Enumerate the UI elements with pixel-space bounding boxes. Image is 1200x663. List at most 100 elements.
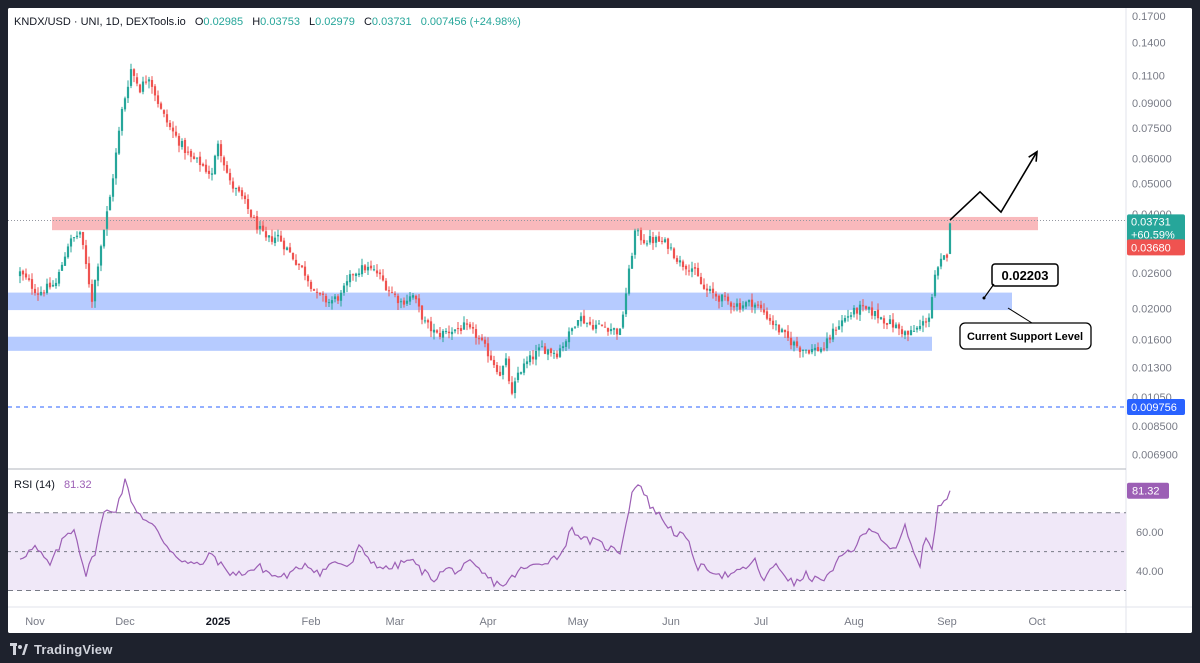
candle-body <box>270 236 274 242</box>
candle-body <box>846 316 850 318</box>
candle-body <box>201 163 205 166</box>
candle-body <box>144 81 148 83</box>
candle-body <box>153 86 157 96</box>
candle-body <box>105 211 109 229</box>
price-tick-label: 0.02600 <box>1132 268 1172 280</box>
candle-body <box>852 307 856 315</box>
level-callout-text: 0.02203 <box>1002 268 1049 283</box>
candle-body <box>207 170 211 174</box>
candle-body <box>483 339 487 344</box>
footer-brand[interactable]: TradingView <box>10 638 113 660</box>
candle-body <box>192 156 196 159</box>
candle-body <box>324 295 328 303</box>
last-price-tag <box>1127 214 1185 243</box>
candle-body <box>378 272 382 275</box>
candle-body <box>66 246 70 258</box>
candle-body <box>486 343 490 357</box>
candle-body <box>426 320 430 323</box>
candle-body <box>495 365 499 372</box>
chart-panel[interactable]: 0.1700 0.1400 0.1100 0.09000 0.07500 0.06000 0… <box>8 8 1192 633</box>
candle-body <box>876 309 880 319</box>
candle-body <box>174 131 178 136</box>
candle-body <box>945 254 949 258</box>
change-value: 0.007456 (+24.98%) <box>421 16 521 28</box>
candle-body <box>51 284 55 287</box>
candle-body <box>891 319 895 328</box>
candle-body <box>75 235 79 238</box>
candle-body <box>915 327 919 330</box>
candle-body <box>30 279 34 289</box>
candle-body <box>873 310 877 317</box>
candle-body <box>477 338 481 340</box>
candle-body <box>666 238 670 249</box>
candle-body <box>126 86 130 99</box>
rsi-line <box>19 478 951 588</box>
candle-body <box>357 273 361 276</box>
previous-close-tag <box>1127 239 1185 256</box>
candle-body <box>621 314 625 328</box>
candles-layer <box>18 63 952 399</box>
candle-body <box>720 294 724 302</box>
candle-body <box>684 265 688 270</box>
candle-body <box>651 237 655 244</box>
candle-body <box>249 209 253 218</box>
candle-body <box>246 199 250 210</box>
candle-body <box>33 288 37 294</box>
level-callout-box <box>991 263 1059 287</box>
candle-body <box>453 329 457 332</box>
candle-body <box>186 151 190 153</box>
price-tick-label: 0.02000 <box>1132 304 1172 316</box>
candle-body <box>762 309 766 313</box>
candle-body <box>858 304 862 315</box>
candle-body <box>432 329 436 333</box>
candle-body <box>528 355 532 363</box>
open-label: O <box>195 16 204 28</box>
candle-body <box>735 303 739 307</box>
candle-body <box>780 329 784 333</box>
candle-body <box>309 281 313 289</box>
level-layer <box>8 220 1126 408</box>
price-tick-label: 0.09000 <box>1132 98 1172 110</box>
low-level-tag <box>1127 398 1185 415</box>
candle-body <box>480 337 484 341</box>
candle-body <box>894 324 898 329</box>
candle-body <box>330 300 334 304</box>
chart-canvas[interactable]: 0.1700 0.1400 0.1100 0.09000 0.07500 0.06000 0… <box>8 8 1192 633</box>
candle-body <box>714 293 718 297</box>
rsi-title: RSI (14) <box>14 479 55 491</box>
candle-body <box>156 95 160 104</box>
candle-body <box>816 347 820 352</box>
candle-body <box>198 156 202 166</box>
support-label-box <box>959 322 1092 350</box>
candle-body <box>120 109 124 131</box>
level-callout-pointer <box>983 283 995 299</box>
candle-body <box>834 329 838 331</box>
candle-body <box>636 230 640 232</box>
time-tick-label: May <box>568 616 589 628</box>
candle-body <box>930 297 934 319</box>
candle-body <box>564 341 568 347</box>
candle-body <box>417 298 421 307</box>
resistance-zone <box>52 216 1038 231</box>
candle-body <box>804 349 808 351</box>
candle-body <box>438 332 442 337</box>
candle-body <box>582 315 586 324</box>
candle-body <box>447 331 451 334</box>
candle-body <box>546 349 550 355</box>
candle-body <box>459 328 463 331</box>
candle-body <box>549 348 553 354</box>
candle-body <box>213 155 217 175</box>
candle-body <box>516 372 520 381</box>
candle-body <box>507 358 511 382</box>
candle-body <box>435 330 439 333</box>
candle-body <box>792 341 796 346</box>
candle-body <box>321 293 325 295</box>
candle-body <box>129 69 133 86</box>
open-value: 0.02985 <box>203 16 243 28</box>
candle-body <box>882 318 886 324</box>
candle-body <box>279 235 283 242</box>
candle-body <box>369 265 373 269</box>
candle-body <box>399 301 403 303</box>
candle-body <box>537 347 541 351</box>
